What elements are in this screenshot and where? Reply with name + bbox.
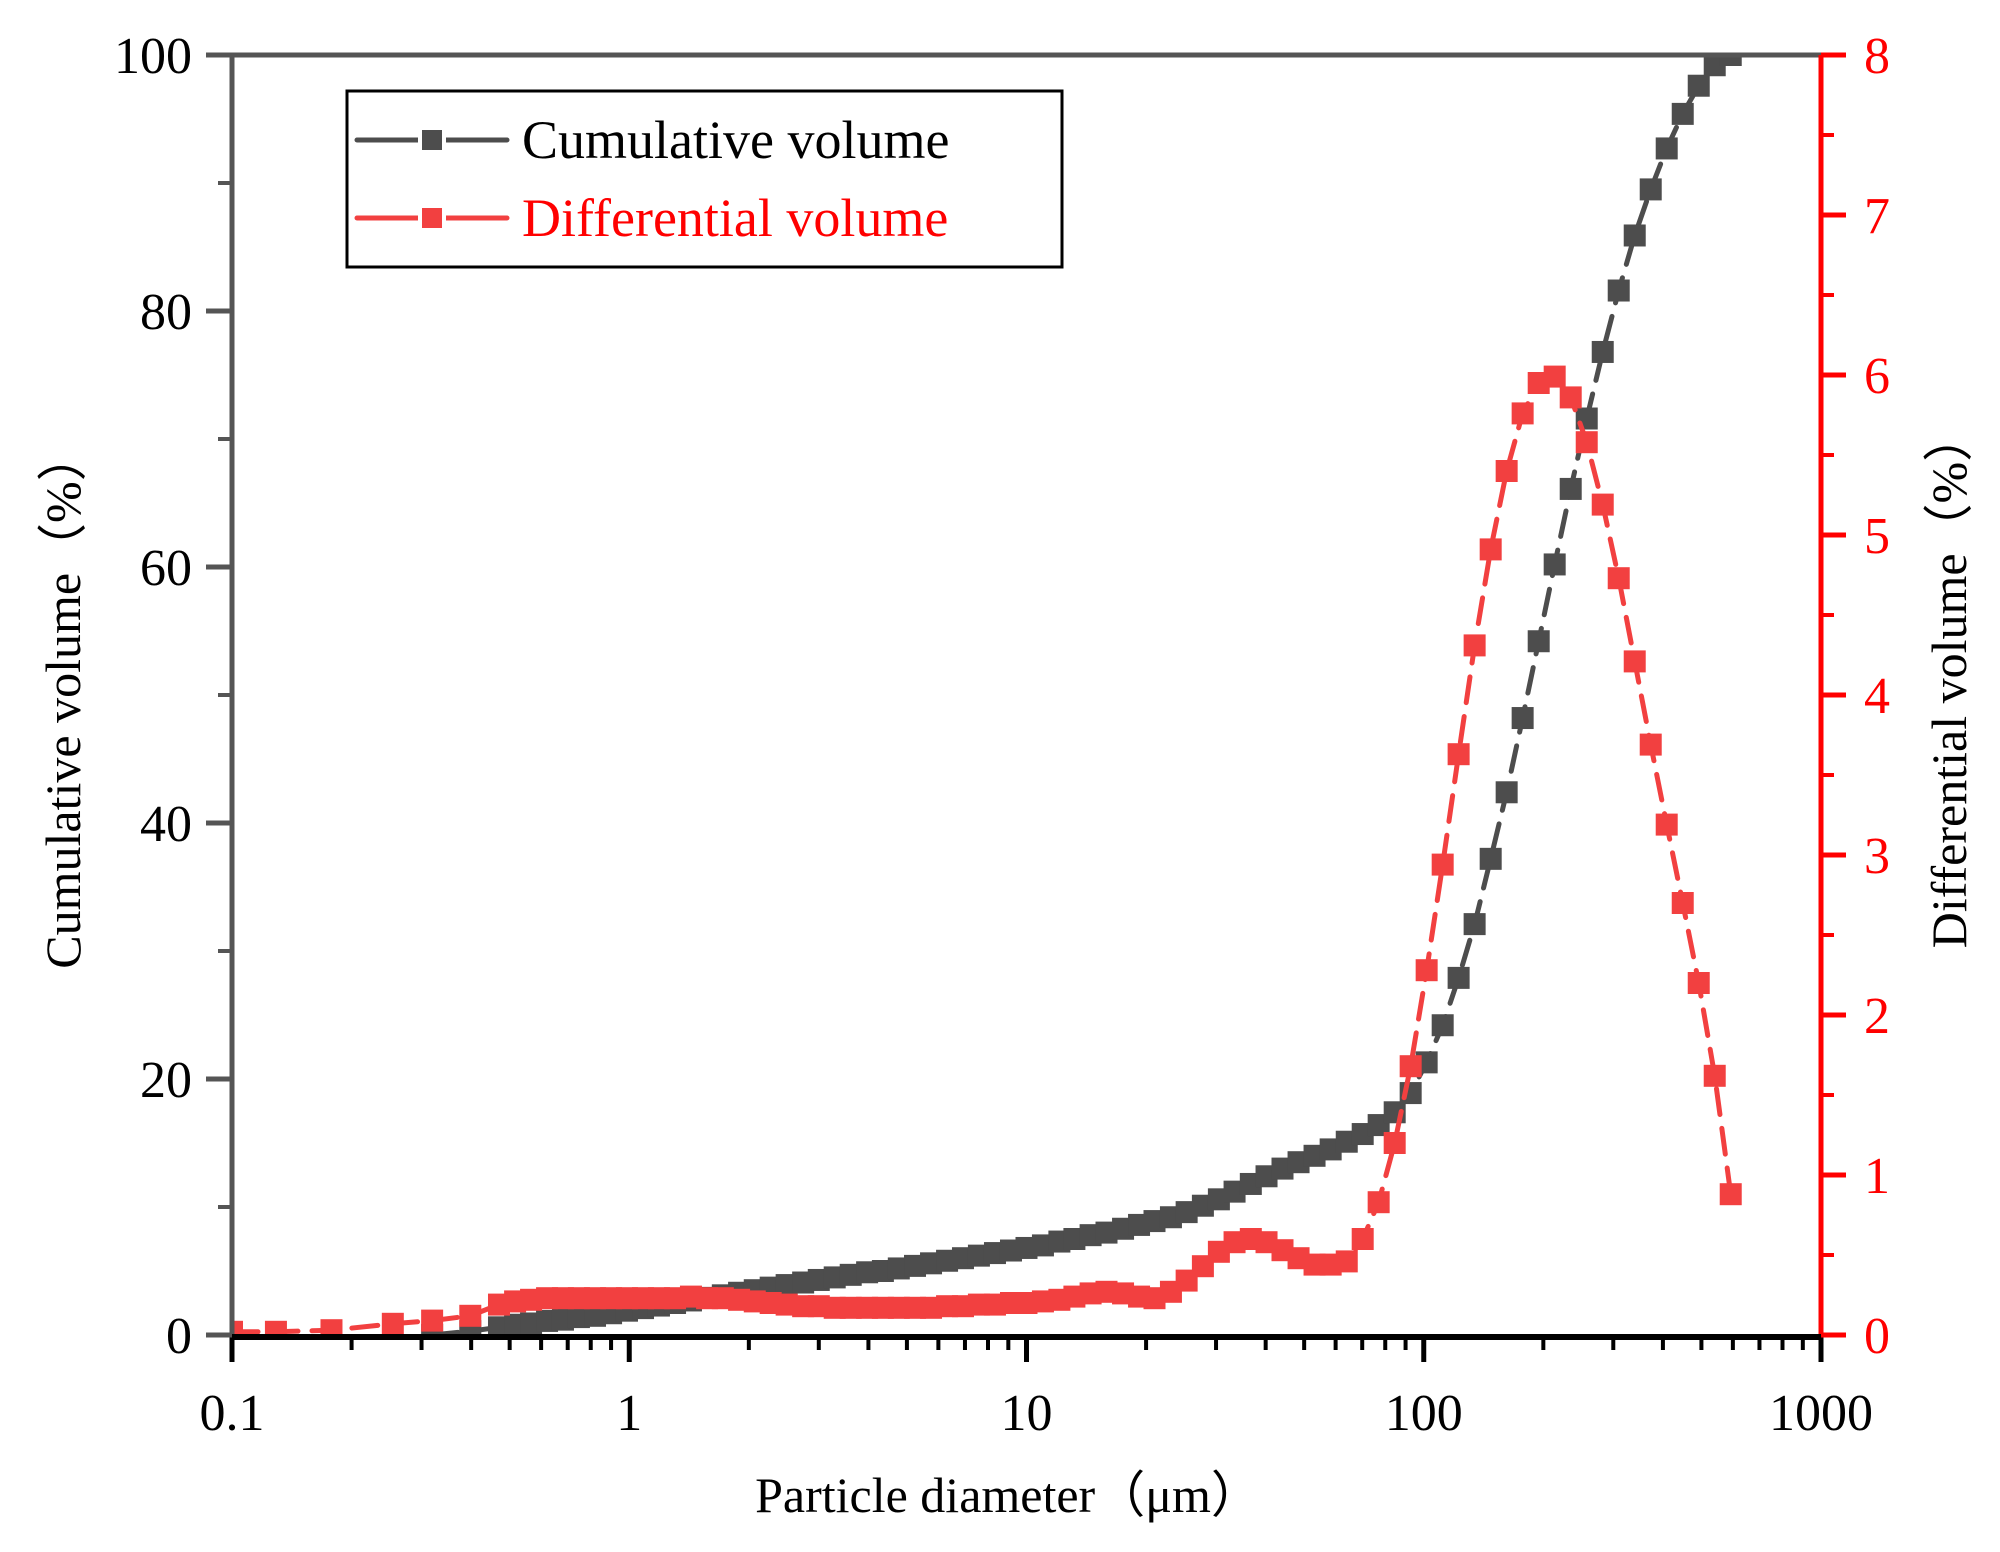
data-point: [1591, 493, 1614, 516]
data-point: [1655, 137, 1678, 160]
data-point: [1463, 634, 1486, 657]
legend-marker-cumulative: [418, 126, 446, 154]
x-tick-label: 10: [1001, 1385, 1053, 1442]
data-point: [775, 1293, 798, 1316]
y-tick-label: 80: [140, 284, 192, 341]
data-point: [1415, 959, 1438, 982]
data-point: [1607, 567, 1630, 590]
data-point: [1559, 386, 1582, 409]
data-point: [1527, 630, 1550, 653]
data-point: [1335, 1250, 1358, 1273]
data-point: [1559, 477, 1582, 500]
data-point: [1607, 279, 1630, 302]
x-tick-label: 100: [1385, 1385, 1463, 1442]
x-tick-label: 1000: [1769, 1385, 1873, 1442]
data-point: [1639, 733, 1662, 756]
right-y-axis-ticks: 0 1 2 3 4 5 6 7 8: [1821, 28, 1890, 1365]
data-point: [421, 1309, 444, 1332]
data-point: [1463, 913, 1486, 936]
data-point: [1591, 340, 1614, 363]
y2-tick-label: 6: [1864, 348, 1890, 405]
data-point: [1719, 1183, 1742, 1206]
data-point: [264, 1320, 287, 1337]
legend-item-cumulative: Cumulative volume: [354, 110, 949, 170]
legend: Cumulative volume Differential volume: [345, 89, 1064, 269]
data-point: [232, 1320, 243, 1337]
data-point: [1351, 1228, 1374, 1250]
data-point: [1655, 813, 1678, 836]
series-layer: [232, 53, 1742, 1337]
data-point: [1511, 707, 1534, 730]
x-tick-label: 1: [616, 1385, 642, 1442]
data-point: [1543, 553, 1566, 576]
legend-marker-differential: [418, 204, 446, 232]
data-point: [1431, 853, 1454, 876]
y2-tick-label: 5: [1864, 508, 1890, 565]
data-point: [459, 1304, 482, 1327]
left-y-axis-ticks: 0 20 40 60 80 100: [114, 28, 232, 1365]
data-point: [1623, 650, 1646, 673]
y2-tick-label: 8: [1864, 28, 1890, 85]
data-point: [1639, 178, 1662, 201]
data-point: [1687, 972, 1710, 994]
data-point: [1671, 892, 1694, 914]
y-tick-label: 0: [166, 1308, 192, 1365]
legend-item-differential: Differential volume: [354, 188, 948, 248]
y2-tick-label: 0: [1864, 1308, 1890, 1365]
left-y-axis-title: Cumulative volume（%）: [35, 431, 91, 968]
data-point: [320, 1319, 343, 1337]
right-y-axis-title: Differential volume（%）: [1921, 412, 1977, 948]
legend-label-differential: Differential volume: [522, 188, 948, 248]
y2-tick-label: 4: [1864, 668, 1890, 725]
data-point: [1383, 1132, 1406, 1154]
legend-box: [345, 89, 1064, 269]
y2-tick-label: 2: [1864, 988, 1890, 1045]
data-point: [1447, 966, 1470, 989]
x-tick-label: 0.1: [200, 1385, 265, 1442]
y2-tick-label: 3: [1864, 828, 1890, 885]
data-point: [1543, 365, 1566, 388]
data-point: [1479, 538, 1502, 561]
data-point: [1367, 1191, 1390, 1214]
y-tick-label: 100: [114, 28, 192, 85]
series-differential: [232, 365, 1742, 1337]
data-point: [1495, 460, 1518, 482]
data-point: [1623, 224, 1646, 247]
data-point: [1447, 743, 1470, 766]
data-point: [1671, 102, 1694, 125]
data-point: [1431, 1014, 1454, 1037]
x-axis-title: Particle diameter（μm）: [755, 1467, 1261, 1523]
data-point: [1095, 1280, 1118, 1303]
data-point: [1703, 1064, 1726, 1087]
data-point: [1575, 431, 1598, 454]
data-point: [1479, 847, 1502, 870]
x-axis-ticks: 0.1 1 10 100 1000: [200, 1337, 1873, 1442]
data-point: [1495, 781, 1518, 804]
data-point: [1399, 1055, 1422, 1078]
legend-label-cumulative: Cumulative volume: [522, 110, 949, 170]
data-point: [775, 1274, 798, 1297]
y-tick-label: 20: [140, 1052, 192, 1109]
data-point: [1511, 402, 1534, 425]
y-tick-label: 40: [140, 796, 192, 853]
y2-tick-label: 7: [1864, 188, 1890, 245]
y-tick-label: 60: [140, 540, 192, 597]
y2-tick-label: 1: [1864, 1148, 1890, 1205]
data-point: [1095, 1221, 1118, 1244]
data-point: [1687, 74, 1710, 97]
data-point: [381, 1312, 404, 1335]
